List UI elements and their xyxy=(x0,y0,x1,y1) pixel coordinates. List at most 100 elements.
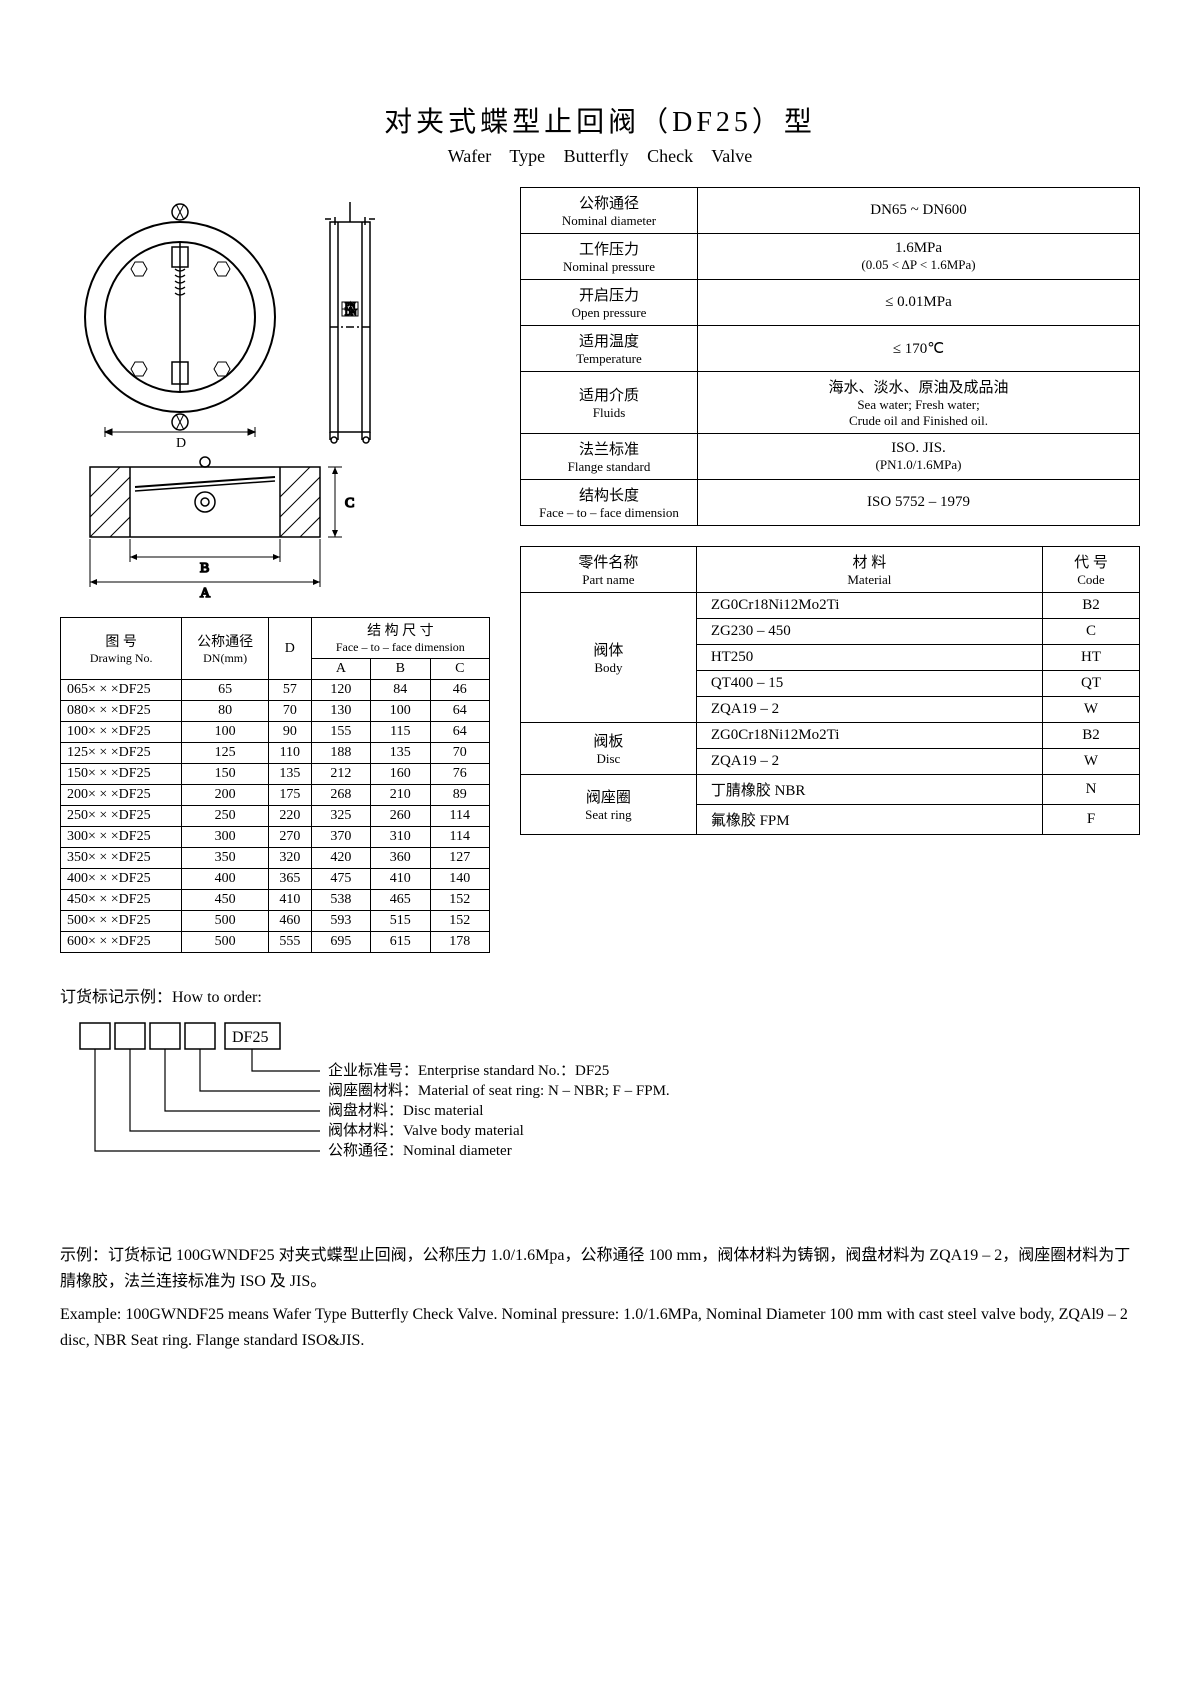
spec-label: 适用介质Fluids xyxy=(521,372,698,434)
order-section: 订货标记示例：How to order: DF25 企业标准号：Enterpri… xyxy=(60,983,1140,1353)
dim-cell: 70 xyxy=(430,743,489,764)
material-name: ZG0Cr18Ni12Mo2Ti xyxy=(696,593,1042,619)
dim-cell: 135 xyxy=(371,743,430,764)
dim-row: 150× × ×DF2515013521216076 xyxy=(61,764,490,785)
dim-row: 065× × ×DF2565571208446 xyxy=(61,680,490,701)
dim-hdr-struct: 结 构 尺 寸 Face – to – face dimension xyxy=(311,618,489,659)
spec-value: ISO 5752 – 1979 xyxy=(698,480,1140,526)
material-part: 阀板Disc xyxy=(521,723,697,775)
dim-row: 080× × ×DF25807013010064 xyxy=(61,701,490,722)
svg-text:企业标准号：Enterprise standard No.：: 企业标准号：Enterprise standard No.：DF25 xyxy=(328,1061,609,1079)
dim-row: 100× × ×DF251009015511564 xyxy=(61,722,490,743)
dim-cell: 152 xyxy=(430,911,489,932)
dim-cell: 76 xyxy=(430,764,489,785)
material-row: 阀体BodyZG0Cr18Ni12Mo2TiB2 xyxy=(521,593,1140,619)
dim-cell: 127 xyxy=(430,848,489,869)
dim-cell: 515 xyxy=(371,911,430,932)
spec-row: 法兰标准Flange standardISO. JIS.(PN1.0/1.6MP… xyxy=(521,434,1140,480)
dim-cell: 365 xyxy=(268,869,311,890)
order-title: 订货标记示例：How to order: xyxy=(60,983,1140,1007)
material-name: ZQA19 – 2 xyxy=(696,749,1042,775)
dim-cell: 220 xyxy=(268,806,311,827)
mat-hdr-material: 材 料 Material xyxy=(696,547,1042,593)
left-column: PN DN D xyxy=(60,187,490,953)
dim-cell: 188 xyxy=(311,743,370,764)
dim-cell: 57 xyxy=(268,680,311,701)
material-part: 阀体Body xyxy=(521,593,697,723)
dim-row: 350× × ×DF25350320420360127 xyxy=(61,848,490,869)
technical-drawing: PN DN D xyxy=(60,187,460,607)
dim-cell: 600× × ×DF25 xyxy=(61,932,182,953)
dim-cell: 89 xyxy=(430,785,489,806)
spec-row: 结构长度Face – to – face dimensionISO 5752 –… xyxy=(521,480,1140,526)
dim-row: 500× × ×DF25500460593515152 xyxy=(61,911,490,932)
dim-cell: 135 xyxy=(268,764,311,785)
dim-row: 400× × ×DF25400365475410140 xyxy=(61,869,490,890)
dim-cell: 500 xyxy=(182,911,269,932)
dim-cell: 410 xyxy=(371,869,430,890)
svg-text:公称通径：Nominal diameter: 公称通径：Nominal diameter xyxy=(328,1142,512,1159)
dim-hdr-d: D xyxy=(268,618,311,680)
spec-value: 1.6MPa(0.05 < ΔP < 1.6MPa) xyxy=(698,234,1140,280)
dim-cell: 360 xyxy=(371,848,430,869)
order-diagram: DF25 企业标准号：Enterprise standard No.：DF25 … xyxy=(60,1015,1140,1235)
spec-row: 开启压力Open pressure≤ 0.01MPa xyxy=(521,280,1140,326)
dim-cell: 593 xyxy=(311,911,370,932)
material-code: B2 xyxy=(1043,593,1140,619)
dim-cell: 300 xyxy=(182,827,269,848)
dim-cell: 260 xyxy=(371,806,430,827)
dim-cell: 475 xyxy=(311,869,370,890)
dim-cell: 46 xyxy=(430,680,489,701)
dim-cell: 465 xyxy=(371,890,430,911)
material-code: F xyxy=(1043,805,1140,835)
dim-cell: 450 xyxy=(182,890,269,911)
dim-hdr-drawing: 图 号 Drawing No. xyxy=(61,618,182,680)
dim-cell: 200× × ×DF25 xyxy=(61,785,182,806)
dim-cell: 100 xyxy=(371,701,430,722)
dim-cell: 555 xyxy=(268,932,311,953)
dim-cell: 125 xyxy=(182,743,269,764)
dim-cell: 140 xyxy=(430,869,489,890)
dim-cell: 420 xyxy=(311,848,370,869)
material-row: 阀板DiscZG0Cr18Ni12Mo2TiB2 xyxy=(521,723,1140,749)
dim-cell: 250 xyxy=(182,806,269,827)
svg-text:B: B xyxy=(200,561,209,576)
dim-cell: 500× × ×DF25 xyxy=(61,911,182,932)
dim-cell: 125× × ×DF25 xyxy=(61,743,182,764)
dim-cell: 400× × ×DF25 xyxy=(61,869,182,890)
right-column: 公称通径Nominal diameterDN65 ~ DN600工作压力Nomi… xyxy=(520,187,1140,835)
dim-cell: 350 xyxy=(182,848,269,869)
svg-text:C: C xyxy=(345,496,354,511)
dim-cell: 155 xyxy=(311,722,370,743)
dim-cell: 175 xyxy=(268,785,311,806)
material-code: W xyxy=(1043,697,1140,723)
dim-cell: 400 xyxy=(182,869,269,890)
material-name: ZG230 – 450 xyxy=(696,619,1042,645)
title-cn: 对夹式蝶型止回阀（DF25）型 xyxy=(60,100,1140,140)
material-name: 氟橡胶 FPM xyxy=(696,805,1042,835)
spec-row: 工作压力Nominal pressure1.6MPa(0.05 < ΔP < 1… xyxy=(521,234,1140,280)
dimension-table: 图 号 Drawing No. 公称通径 DN(mm) D 结 构 尺 寸 Fa… xyxy=(60,617,490,953)
dim-hdr-a: A xyxy=(311,659,370,680)
dim-cell: 080× × ×DF25 xyxy=(61,701,182,722)
dim-row: 300× × ×DF25300270370310114 xyxy=(61,827,490,848)
dim-hdr-dn: 公称通径 DN(mm) xyxy=(182,618,269,680)
dim-cell: 160 xyxy=(371,764,430,785)
spec-value: 海水、淡水、原油及成品油Sea water; Fresh water;Crude… xyxy=(698,372,1140,434)
material-name: ZG0Cr18Ni12Mo2Ti xyxy=(696,723,1042,749)
example-text-cn: 示例：订货标记 100GWNDF25 对夹式蝶型止回阀，公称压力 1.0/1.6… xyxy=(60,1243,1140,1294)
dim-cell: 320 xyxy=(268,848,311,869)
dim-cell: 150 xyxy=(182,764,269,785)
dim-cell: 130 xyxy=(311,701,370,722)
spec-value: DN65 ~ DN600 xyxy=(698,188,1140,234)
spec-value: ≤ 170℃ xyxy=(698,326,1140,372)
dim-cell: 90 xyxy=(268,722,311,743)
material-table: 零件名称 Part name 材 料 Material 代 号 Code 阀体B… xyxy=(520,546,1140,835)
svg-text:A: A xyxy=(200,586,211,601)
dim-cell: 268 xyxy=(311,785,370,806)
material-part: 阀座圈Seat ring xyxy=(521,775,697,835)
material-row: 阀座圈Seat ring丁腈橡胶 NBRN xyxy=(521,775,1140,805)
dim-cell: 300× × ×DF25 xyxy=(61,827,182,848)
dim-cell: 115 xyxy=(371,722,430,743)
dim-cell: 114 xyxy=(430,827,489,848)
